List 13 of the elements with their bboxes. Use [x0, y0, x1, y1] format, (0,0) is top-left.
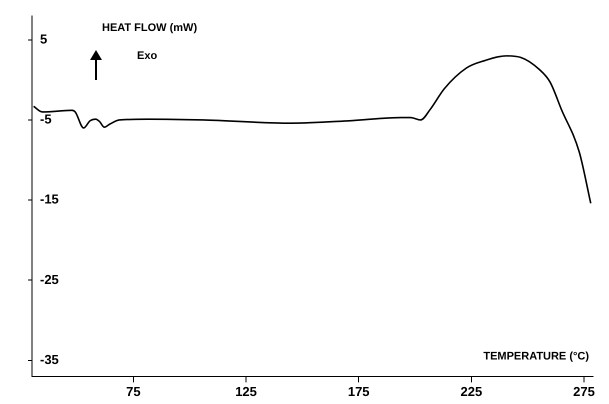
y-tick-label: -15: [40, 192, 59, 207]
y-tick-label: -25: [40, 272, 59, 287]
x-tick-label: 125: [235, 384, 257, 399]
x-axis-title: TEMPERATURE (°C): [483, 350, 590, 362]
annotation: Exo: [137, 50, 158, 62]
x-tick-label: 175: [348, 384, 370, 399]
y-tick-label: -5: [40, 112, 52, 127]
x-tick-label: 275: [573, 384, 595, 399]
x-tick-label: 225: [460, 384, 482, 399]
x-tick-label: 75: [126, 384, 141, 399]
y-tick-label: 5: [40, 31, 48, 46]
y-axis-title: HEAT FLOW (mW): [102, 22, 198, 34]
y-tick-label: -35: [40, 352, 59, 367]
